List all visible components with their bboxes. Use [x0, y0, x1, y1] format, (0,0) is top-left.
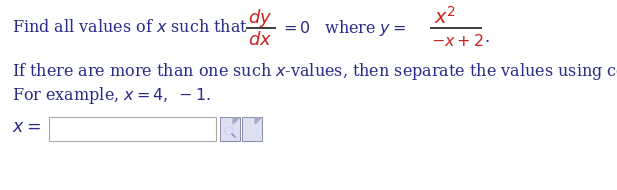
Polygon shape: [233, 118, 239, 124]
Text: .: .: [484, 29, 489, 47]
Text: $x =$: $x =$: [12, 120, 41, 136]
Text: $dx$: $dx$: [248, 31, 272, 49]
Text: $dy$: $dy$: [248, 7, 272, 29]
Polygon shape: [255, 118, 261, 124]
Text: For example, $x = 4,\;-1$.: For example, $x = 4,\;-1$.: [12, 85, 211, 105]
Text: $-x+2$: $-x+2$: [431, 32, 484, 50]
Text: $x^2$: $x^2$: [434, 6, 456, 28]
FancyBboxPatch shape: [220, 117, 240, 141]
Text: $= 0\;$  where $y =$: $= 0\;$ where $y =$: [280, 18, 407, 38]
Text: Find all values of $x$ such that: Find all values of $x$ such that: [12, 20, 248, 36]
Text: If there are more than one such $x$-values, then separate the values using comma: If there are more than one such $x$-valu…: [12, 62, 617, 82]
FancyBboxPatch shape: [49, 117, 216, 141]
FancyBboxPatch shape: [242, 117, 262, 141]
